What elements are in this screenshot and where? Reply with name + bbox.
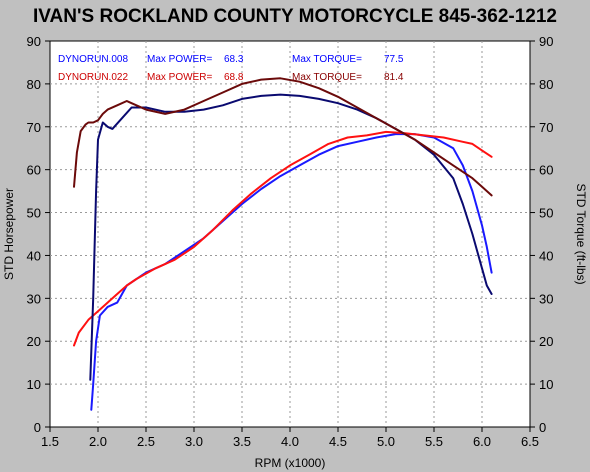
legend-run-1: DYNORUN.008 <box>58 54 128 65</box>
grid-lines <box>50 41 530 427</box>
y-tick-label-left: 20 <box>27 334 41 349</box>
x-tick-label: 2.5 <box>137 434 155 449</box>
y-tick-label-left: 10 <box>27 377 41 392</box>
y-tick-label-right: 90 <box>539 34 553 49</box>
series-line-4 <box>73 77 493 197</box>
legend-torque-value-2: 81.4 <box>384 72 404 83</box>
plot-area <box>49 40 531 428</box>
y-tick-label-right: 80 <box>539 77 553 92</box>
x-tick-label: 3.0 <box>185 434 203 449</box>
y-tick-label-right: 0 <box>539 420 546 435</box>
y-tick-label-right: 10 <box>539 377 553 392</box>
y-axis-label-left: STD Horsepower <box>2 188 16 280</box>
dyno-curves <box>73 77 493 411</box>
legend-power-value-2: 68.8 <box>224 72 244 83</box>
x-tick-label: 6.0 <box>473 434 491 449</box>
x-tick-label: 1.5 <box>41 434 59 449</box>
y-tick-label-left: 50 <box>27 206 41 221</box>
x-tick-label: 4.0 <box>281 434 299 449</box>
x-tick-label: 2.0 <box>89 434 107 449</box>
y-tick-label-right: 30 <box>539 291 553 306</box>
x-tick-label: 4.5 <box>329 434 347 449</box>
y-tick-label-right: 20 <box>539 334 553 349</box>
y-tick-label-right: 50 <box>539 206 553 221</box>
x-axis-label: RPM (x1000) <box>255 456 326 470</box>
y-tick-label-left: 0 <box>34 420 41 435</box>
tick-labels: 1.5 2.0 2.5 3.0 3.5 4.0 4.5 5.0 5.5 6.0 6.50 010 102… <box>27 34 554 449</box>
x-tick-label: 5.0 <box>377 434 395 449</box>
legend-power-value-1: 68.3 <box>224 54 244 65</box>
legend-torque-label-2: Max TORQUE= <box>292 72 362 83</box>
legend-torque-value-1: 77.5 <box>384 54 404 65</box>
series-line-2 <box>73 130 493 347</box>
x-tick-label: 6.5 <box>521 434 539 449</box>
x-tick-label: 5.5 <box>425 434 443 449</box>
series-line-1 <box>90 133 493 411</box>
y-tick-label-left: 60 <box>27 163 41 178</box>
y-tick-label-left: 90 <box>27 34 41 49</box>
y-tick-label-left: 40 <box>27 248 41 263</box>
y-tick-label-left: 80 <box>27 77 41 92</box>
legend: DYNORUN.008 Max POWER= 68.3 Max TORQUE= … <box>58 54 404 83</box>
legend-power-label-1: Max POWER= <box>147 54 212 65</box>
y-axis-label-right: STD Torque (ft-lbs) <box>574 183 588 284</box>
y-tick-label-left: 70 <box>27 120 41 135</box>
x-tick-label: 3.5 <box>233 434 251 449</box>
legend-power-label-2: Max POWER= <box>147 72 212 83</box>
chart-title: IVAN'S ROCKLAND COUNTY MOTORCYCLE 845-36… <box>33 6 557 27</box>
y-tick-label-right: 70 <box>539 120 553 135</box>
legend-torque-label-1: Max TORQUE= <box>292 54 362 65</box>
y-tick-label-right: 60 <box>539 163 553 178</box>
y-tick-label-left: 30 <box>27 291 41 306</box>
y-tick-label-right: 40 <box>539 248 553 263</box>
legend-run-2: DYNORUN.022 <box>58 72 128 83</box>
series-line-3 <box>89 93 493 381</box>
